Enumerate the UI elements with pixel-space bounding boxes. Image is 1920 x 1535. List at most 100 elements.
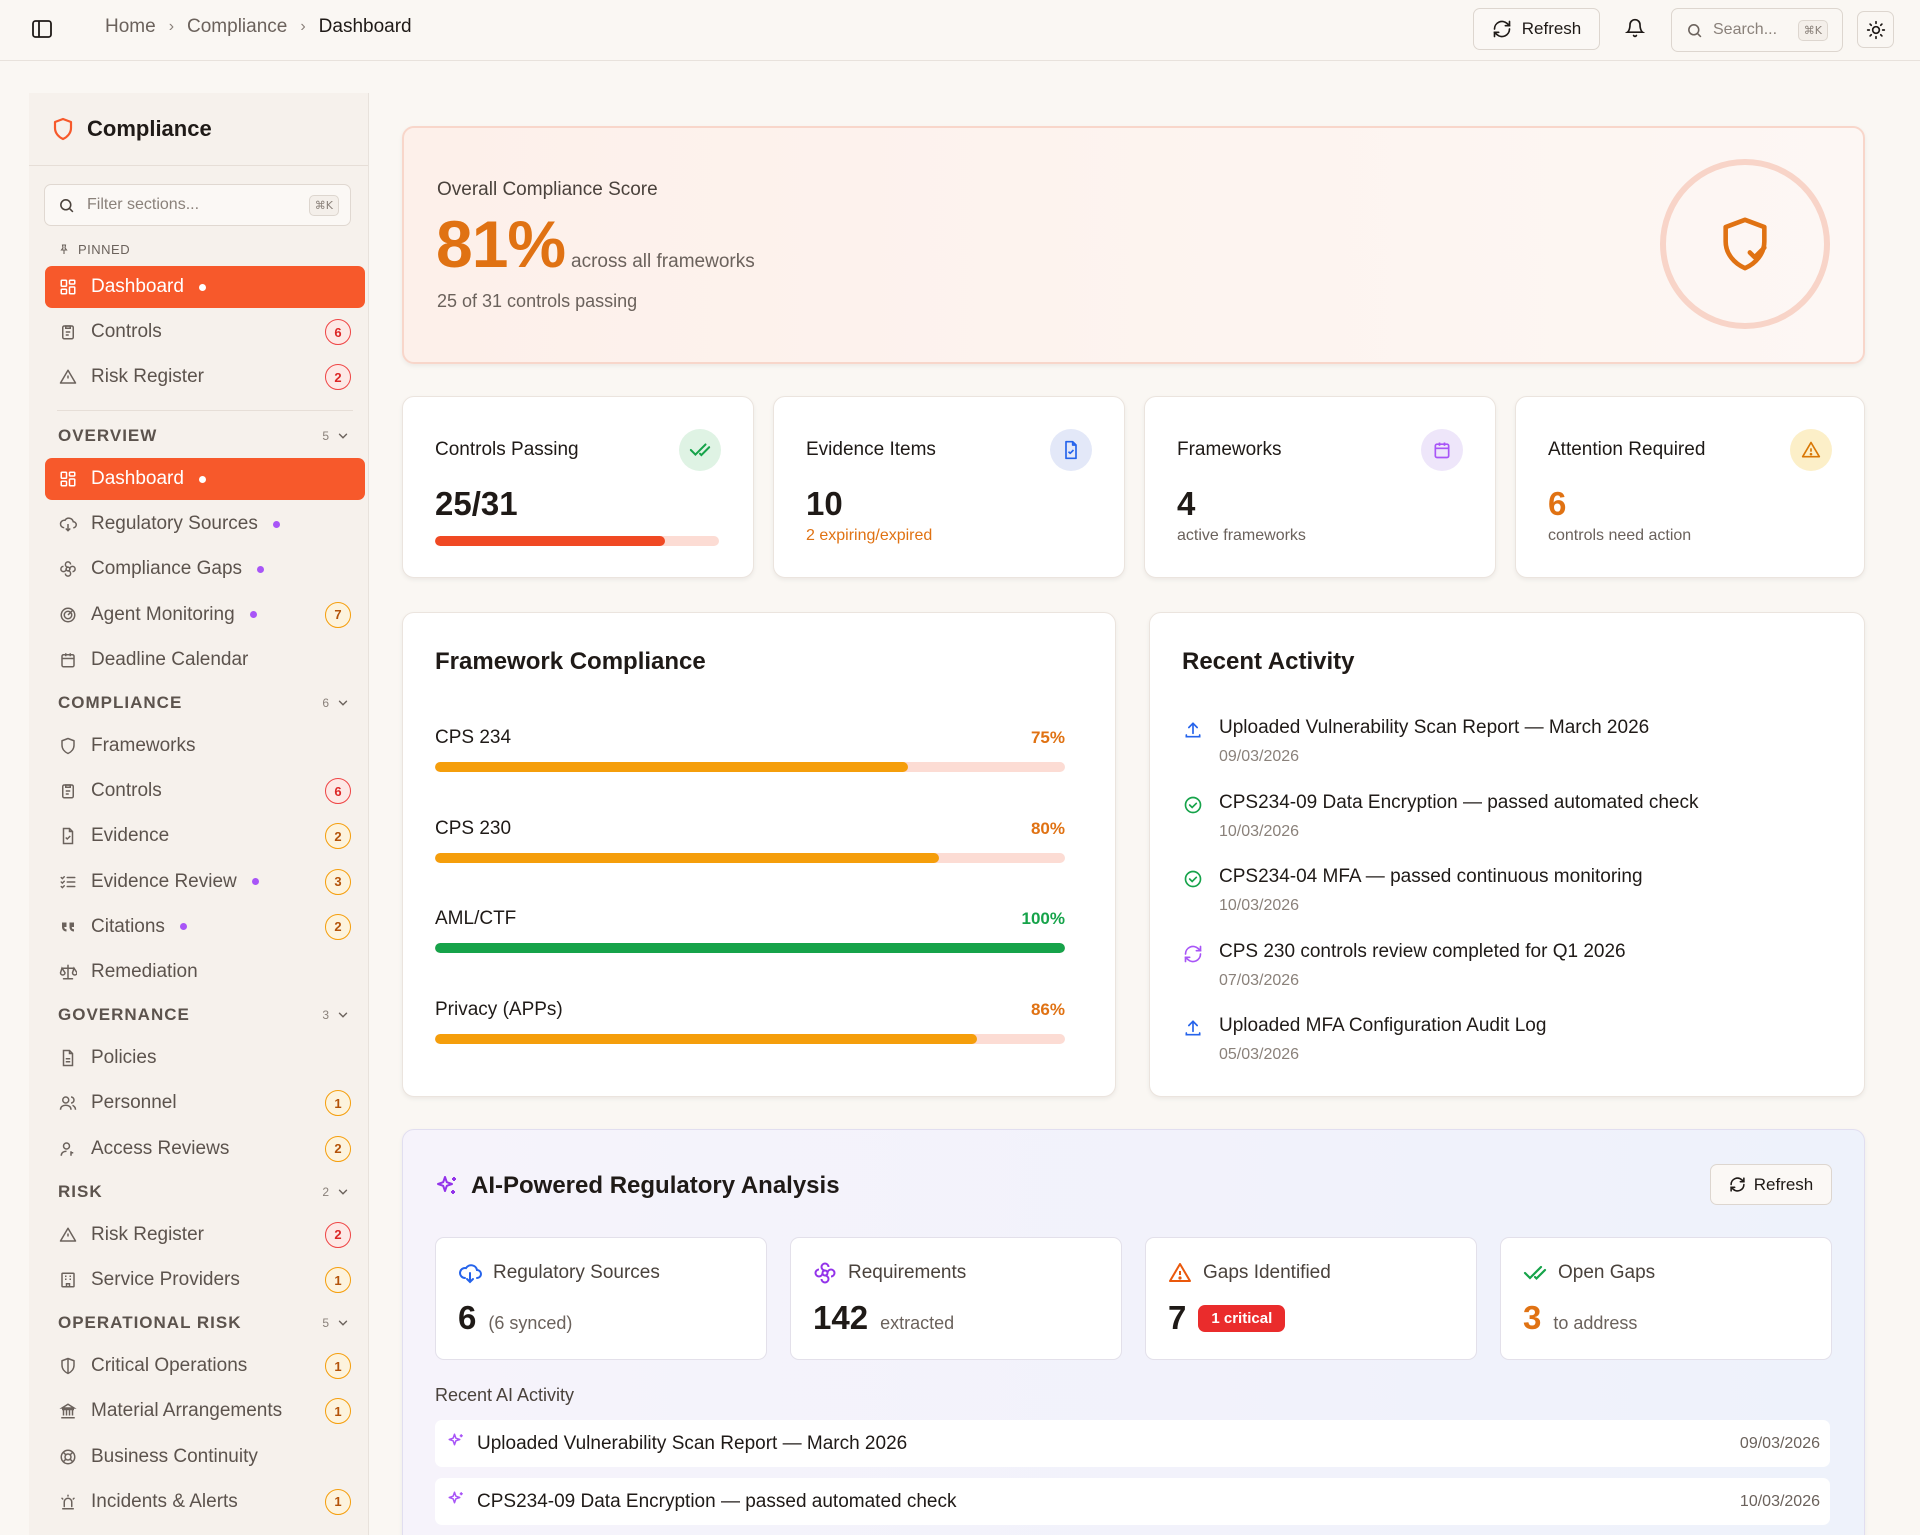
count-badge: 1 (325, 1090, 351, 1117)
stat-value: 4 (1177, 485, 1196, 522)
section-count: 2 (322, 1184, 330, 1199)
notifications-bell-icon[interactable] (1624, 17, 1647, 41)
activity-date: 07/03/2026 (1219, 971, 1300, 989)
check-check-icon (679, 429, 721, 471)
flower-icon (814, 1262, 836, 1284)
section-header-risk[interactable]: RISK 2 (58, 1182, 354, 1202)
sidebar-item-dashboard[interactable]: Dashboard (45, 458, 365, 500)
ai-analysis-title-text: AI-Powered Regulatory Analysis (471, 1172, 840, 1199)
sidebar-item-citations[interactable]: Citations 2 (45, 906, 365, 948)
section-header-compliance[interactable]: COMPLIANCE 6 (58, 693, 354, 713)
filter-shortcut: ⌘K (308, 194, 339, 216)
sidebar-item-evidence[interactable]: Evidence 2 (45, 815, 365, 857)
stat-value: 25/31 (435, 485, 518, 522)
shield-icon (53, 117, 73, 141)
sidebar-item-label: Agent Monitoring (91, 603, 235, 625)
sidebar-item-risk-register[interactable]: Risk Register 2 (45, 1214, 365, 1256)
chevron-right-icon: › (300, 18, 306, 35)
ai-activity-row[interactable]: CPS234-09 Data Encryption — passed autom… (435, 1478, 1830, 1525)
calendar-icon (58, 650, 78, 670)
count-badge: 1 (325, 1353, 351, 1380)
sidebar-item-agent-monitoring[interactable]: Agent Monitoring 7 (45, 594, 365, 636)
breadcrumb-compliance[interactable]: Compliance (187, 16, 288, 37)
controls-passing-detail: 25 of 31 controls passing (437, 291, 638, 311)
sidebar-item-material-arrangements[interactable]: Material Arrangements 1 (45, 1390, 365, 1432)
framework-row-privacy-apps[interactable]: Privacy (APPs) 86% (435, 999, 1065, 1044)
requirements-metric[interactable]: Requirements 142 extracted (790, 1237, 1122, 1360)
ai-analysis-title: AI-Powered Regulatory Analysis (435, 1172, 840, 1200)
metric-head: Regulatory Sources (458, 1261, 660, 1285)
ai-activity-date: 09/03/2026 (1739, 1434, 1820, 1452)
filter-sections-input[interactable]: Filter sections... ⌘K (44, 184, 351, 226)
chevron-down-icon (336, 1315, 350, 1335)
sparkles-icon (437, 1176, 456, 1194)
sidebar-item-compliance-gaps[interactable]: Compliance Gaps (45, 548, 365, 590)
metric-value: 142 (813, 1299, 869, 1336)
score-value: 81% (436, 207, 566, 281)
file-check-icon (58, 826, 78, 846)
count-badge: 2 (325, 364, 351, 390)
sidebar-item-incidents-and-alerts[interactable]: Incidents & Alerts 1 (45, 1481, 365, 1523)
sidebar-item-label: Controls (91, 780, 162, 802)
breadcrumb-home[interactable]: Home (105, 16, 156, 37)
sidebar-item-risk-register[interactable]: Risk Register 2 (45, 356, 365, 398)
siren-icon (58, 1492, 78, 1512)
count-badge: 3 (325, 868, 351, 895)
sidebar-item-policies[interactable]: Policies (45, 1037, 365, 1079)
sidebar-item-label: Dashboard (91, 276, 184, 297)
metric-head: Requirements (813, 1261, 966, 1285)
sparkles-icon (447, 1490, 465, 1514)
metric-head: Open Gaps (1523, 1261, 1655, 1285)
ai-activity-row[interactable]: Uploaded Vulnerability Scan Report — Mar… (435, 1420, 1830, 1467)
gaps-identified-metric[interactable]: Gaps Identified 7 1 critical (1145, 1237, 1477, 1360)
open-gaps-metric[interactable]: Open Gaps 3 to address (1500, 1237, 1832, 1360)
metric-value: 6 (458, 1299, 477, 1336)
sidebar-item-label: Access Reviews (91, 1137, 230, 1159)
sidebar-item-regulatory-sources[interactable]: Regulatory Sources (45, 503, 365, 545)
sidebar-item-evidence-review[interactable]: Evidence Review 3 (45, 861, 365, 903)
sidebar-divider (57, 410, 353, 411)
chevron-down-icon (336, 1184, 350, 1204)
sidebar-item-business-continuity[interactable]: Business Continuity (45, 1436, 365, 1478)
sidebar-item-critical-operations[interactable]: Critical Operations 1 (45, 1345, 365, 1387)
metric-value: 3 (1523, 1299, 1542, 1336)
search-input[interactable]: Search... ⌘K (1671, 8, 1843, 52)
section-header-governance[interactable]: GOVERNANCE 3 (58, 1005, 354, 1025)
count-badge: 6 (325, 319, 351, 345)
framework-row-cps-234[interactable]: CPS 234 75% (435, 727, 1065, 772)
recent-ai-activity-label: Recent AI Activity (435, 1385, 575, 1405)
count-badge: 7 (325, 601, 351, 628)
sidebar-item-remediation[interactable]: Remediation (45, 951, 365, 993)
sidebar-item-service-providers[interactable]: Service Providers 1 (45, 1259, 365, 1301)
score-ring (1660, 159, 1830, 329)
section-header-overview[interactable]: OVERVIEW 5 (58, 426, 354, 446)
sidebar-item-label: Material Arrangements (91, 1400, 283, 1422)
section-header-operational-risk[interactable]: OPERATIONAL RISK 5 (58, 1313, 354, 1333)
section-title: GOVERNANCE (58, 1005, 190, 1025)
ai-activity-text: CPS234-09 Data Encryption — passed autom… (477, 1490, 957, 1512)
sidebar-item-label: Risk Register (91, 366, 204, 387)
sidebar-item-personnel[interactable]: Personnel 1 (45, 1082, 365, 1124)
activity-date: 10/03/2026 (1219, 822, 1300, 840)
sidebar-item-deadline-calendar[interactable]: Deadline Calendar (45, 639, 365, 681)
chevron-right-icon: › (168, 18, 175, 35)
regulatory-sources-metric[interactable]: Regulatory Sources 6 (6 synced) (435, 1237, 767, 1360)
critical-badge: 1 critical (1198, 1304, 1286, 1332)
ai-refresh-button[interactable]: Refresh (1710, 1164, 1832, 1205)
framework-row-aml-ctf[interactable]: AML/CTF 100% (435, 908, 1065, 953)
sidebar-item-label: Personnel (91, 1092, 177, 1114)
sidebar-item-controls[interactable]: Controls 6 (45, 311, 365, 353)
section-count: 6 (322, 696, 330, 710)
theme-toggle-button[interactable] (1857, 11, 1894, 48)
metric-label: Open Gaps (1558, 1262, 1656, 1283)
section-title: RISK (58, 1181, 103, 1201)
refresh-button[interactable]: Refresh (1473, 8, 1600, 50)
sidebar-item-controls[interactable]: Controls 6 (45, 770, 365, 812)
framework-row-cps-230[interactable]: CPS 230 80% (435, 818, 1065, 863)
sidebar-item-access-reviews[interactable]: Access Reviews 2 (45, 1128, 365, 1170)
sidebar-item-dashboard[interactable]: Dashboard (45, 266, 365, 308)
sidebar-toggle-icon[interactable] (31, 18, 53, 40)
sidebar-item-frameworks[interactable]: Frameworks (45, 725, 365, 767)
section-title: OPERATIONAL RISK (58, 1313, 242, 1333)
unread-dot (257, 565, 265, 573)
